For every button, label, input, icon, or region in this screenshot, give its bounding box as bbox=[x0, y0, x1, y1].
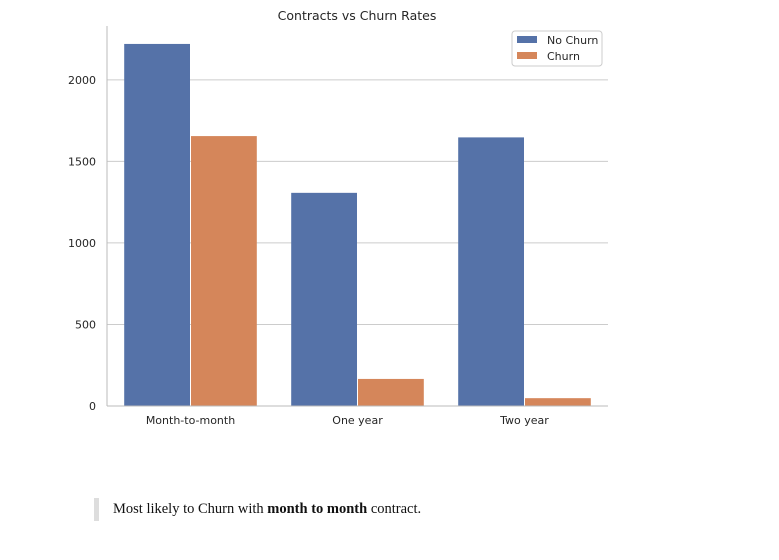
x-tick-label: Month-to-month bbox=[146, 414, 235, 427]
grid-lines bbox=[107, 79, 608, 325]
y-tick-label: 2000 bbox=[68, 74, 96, 87]
y-tick-label: 0 bbox=[89, 400, 96, 413]
churn-note: Most likely to Churn with month to month… bbox=[94, 498, 421, 521]
legend: No Churn Churn bbox=[511, 30, 603, 67]
note-prefix: Most likely to Churn with bbox=[113, 501, 268, 517]
bar-churn bbox=[191, 136, 257, 407]
note-bold: month to month bbox=[267, 501, 368, 517]
chart-title: Contracts vs Churn Rates bbox=[278, 8, 437, 23]
chart: Contracts vs Churn Rates 0 500 1000 1500 200… bbox=[68, 8, 608, 427]
x-tick-label: Two year bbox=[499, 414, 549, 427]
y-tick-label: 1500 bbox=[68, 155, 96, 168]
bar-no-churn bbox=[458, 137, 524, 406]
y-tick-label: 1000 bbox=[68, 237, 96, 250]
bar-churn bbox=[358, 378, 424, 406]
axes: 0 500 1000 1500 2000 Month-to-month One year Tw… bbox=[68, 26, 608, 427]
x-tick-label: One year bbox=[332, 414, 383, 427]
y-tick-label: 500 bbox=[75, 318, 96, 331]
legend-label: No Churn bbox=[547, 34, 598, 47]
bar-churn bbox=[525, 398, 591, 406]
legend-swatch bbox=[517, 36, 537, 43]
legend-label: Churn bbox=[547, 50, 580, 63]
bars bbox=[124, 43, 591, 407]
legend-swatch bbox=[517, 52, 537, 59]
bar-no-churn bbox=[124, 43, 190, 407]
bar-no-churn bbox=[291, 192, 357, 406]
note-suffix: contract. bbox=[367, 501, 422, 517]
